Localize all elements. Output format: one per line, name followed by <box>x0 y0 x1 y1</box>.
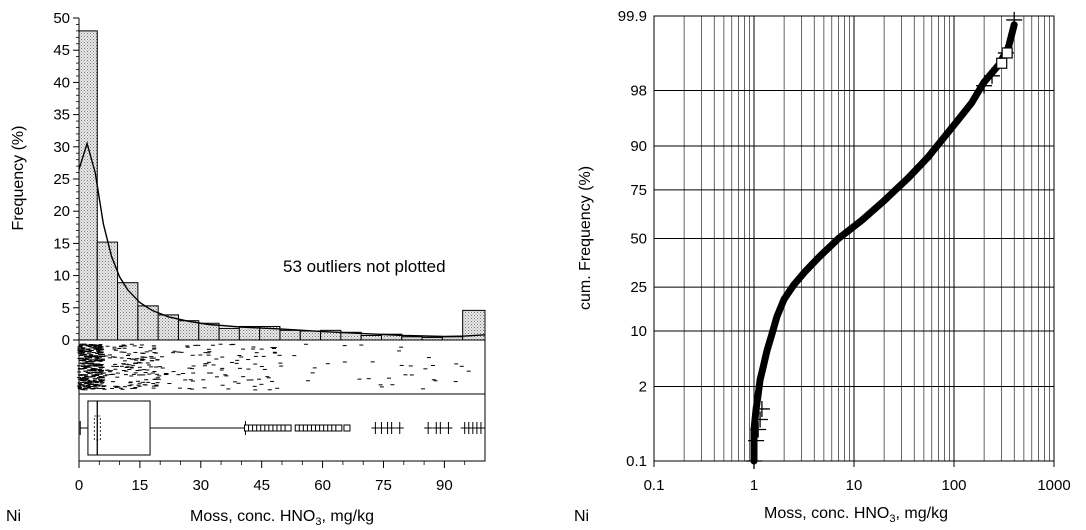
boxplot-outlier-box <box>335 424 343 432</box>
probability-axes: 0.1 2 10 25 50 75 90 98 99.9 0.1 1 10 100 1000 <box>618 8 1071 494</box>
probability-grid <box>653 15 1055 462</box>
probability-y-tick-label: 90 <box>630 138 647 155</box>
probability-y-tick-label: 2 <box>639 379 647 396</box>
dotplot-panel <box>77 339 486 395</box>
boxplot <box>79 400 485 456</box>
histogram-y-tick-label: 20 <box>53 203 70 220</box>
probability-y-label: cum. Frequency (%) <box>577 166 594 310</box>
density-curve <box>78 141 486 338</box>
histogram-x-tick-label: 45 <box>253 477 270 494</box>
cumulative-curve <box>750 21 1018 465</box>
histogram-x-tick-label: 15 <box>132 477 149 494</box>
boxplot-box <box>87 400 151 456</box>
probability-y-tick-label: 0.1 <box>626 453 647 470</box>
histogram-x-tick-label: 0 <box>75 477 83 494</box>
histogram-y-tick-label: 35 <box>53 107 70 124</box>
boxplot-outlier-box <box>343 424 351 432</box>
histogram-y-tick-label: 30 <box>53 139 70 156</box>
histogram-bar-1 <box>96 241 119 341</box>
histogram-y-tick-label: 0 <box>62 332 70 349</box>
histogram-panel: 0 5 10 15 20 25 30 35 40 45 50 53 outliers not plo… <box>10 10 486 349</box>
histogram-bar-5 <box>177 320 200 341</box>
histogram-y-tick-label: 25 <box>53 171 70 188</box>
probability-y-tick-label: 75 <box>630 182 647 199</box>
boxplot-panel <box>78 393 486 462</box>
probability-x-tick-label: 1000 <box>1037 477 1070 494</box>
probability-x-tick-label: 1 <box>750 477 758 494</box>
probability-x-label: Moss, conc. HNO3, mg/kg <box>764 505 948 525</box>
histogram-y-tick-label: 45 <box>53 42 70 59</box>
histogram-y-tick-label: 40 <box>53 74 70 91</box>
histogram-x-tick-label: 30 <box>192 477 209 494</box>
boxplot-outlier-box <box>284 424 292 432</box>
histogram-bar-10 <box>279 329 301 341</box>
dotplot-points <box>77 343 471 391</box>
histogram-x-tick-label: 75 <box>375 477 392 494</box>
histogram-bar-14 <box>360 334 382 341</box>
histogram-y-label: Frequency (%) <box>10 126 27 231</box>
probability-x-tick-label: 100 <box>941 477 966 494</box>
probability-y-tick-label: 99.9 <box>618 8 647 25</box>
histogram-x-tick-label: 90 <box>436 477 453 494</box>
histogram-y-tick-label: 10 <box>53 268 70 285</box>
histogram-bars <box>78 30 486 341</box>
probability-y-tick-label: 98 <box>630 82 647 99</box>
probability-x-tick-label: 0.1 <box>644 477 665 494</box>
histogram-annotation: 53 outliers not plotted <box>283 257 446 276</box>
histogram-bar-7 <box>218 327 240 341</box>
cumulative-box-marker <box>996 57 1008 69</box>
probability-plot-panel: 0.1 2 10 25 50 75 90 98 99.9 0.1 1 10 100 1000 cum. F… <box>577 8 1071 494</box>
cumulative-box-marker <box>1001 47 1013 59</box>
probability-y-tick-label: 25 <box>630 279 647 296</box>
histogram-x-axis: 0 15 30 45 60 75 90 <box>75 460 485 494</box>
panel-label-left: Ni <box>6 508 21 525</box>
probability-x-tick-label: 10 <box>846 477 863 494</box>
panel-label-right: Ni <box>574 508 589 525</box>
histogram-y-tick-label: 5 <box>62 300 70 317</box>
cumulative-markers <box>746 11 1023 469</box>
probability-y-tick-label: 10 <box>630 323 647 340</box>
probability-y-tick-label: 50 <box>630 231 647 248</box>
histogram-y-tick-label: 15 <box>53 235 70 252</box>
histogram-bar-11 <box>299 330 322 341</box>
histogram-bar-0 <box>78 30 98 341</box>
histogram-y-tick-label: 50 <box>53 10 70 27</box>
histogram-x-tick-label: 60 <box>314 477 331 494</box>
boxplot-notch <box>93 415 101 441</box>
histogram-bar-2 <box>117 282 139 341</box>
histogram-x-label: Moss, conc. HNO3, mg/kg <box>190 508 374 528</box>
